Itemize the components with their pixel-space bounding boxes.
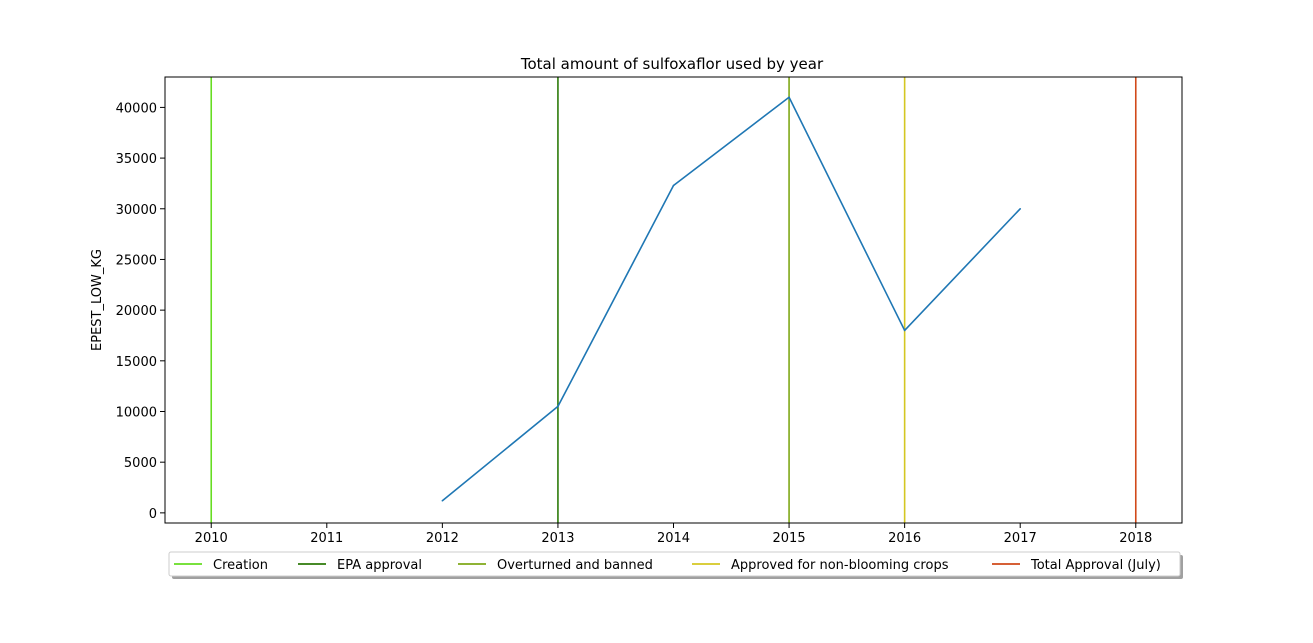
- y-tick-label-5: 25000: [116, 253, 157, 268]
- y-tick-label-0: 0: [149, 507, 157, 522]
- legend-label-0: Creation: [213, 558, 268, 573]
- data-point-0-5: [1019, 207, 1022, 210]
- legend-label-3: Approved for non-blooming crops: [731, 558, 949, 573]
- y-tick-label-6: 30000: [116, 203, 157, 218]
- x-tick-label-2: 2012: [426, 531, 459, 546]
- data-point-0-1: [557, 405, 559, 408]
- y-tick-label-4: 20000: [116, 304, 157, 319]
- legend-label-4: Total Approval (July): [1030, 558, 1161, 573]
- data-point-0-3: [788, 96, 790, 99]
- y-tick-label-2: 10000: [116, 406, 157, 421]
- y-axis-label: EPEST_LOW_KG: [90, 249, 105, 351]
- y-tick-label-7: 35000: [116, 152, 157, 167]
- legend: Creation EPA approval Overturned and banne…: [168, 551, 1183, 579]
- axes-frame: [164, 76, 1183, 524]
- y-tick-label-8: 40000: [116, 101, 157, 116]
- data-point-0-4: [903, 329, 906, 332]
- x-tick-label-6: 2016: [888, 531, 921, 546]
- y-tick-label-3: 15000: [116, 355, 157, 370]
- legend-label-2: Overturned and banned: [497, 558, 653, 573]
- x-tick-label-1: 2011: [310, 531, 343, 546]
- legend-label-1: EPA approval: [337, 558, 422, 573]
- x-tick-label-7: 2017: [1004, 531, 1037, 546]
- legend-box: [168, 551, 1181, 577]
- y-tick-label-1: 5000: [124, 456, 157, 471]
- data-point-0-2: [672, 184, 675, 187]
- x-tick-label-0: 2010: [195, 531, 228, 546]
- series-line-0: [441, 96, 1021, 502]
- plot-area: 2010 2011 2012 2013 2014 2015 2016 2017 2018 0 500…: [116, 76, 1183, 546]
- x-tick-label-5: 2015: [773, 531, 806, 546]
- chart-title: Total amount of sulfoxaflor used by year: [520, 55, 824, 73]
- x-tick-label-8: 2018: [1119, 531, 1152, 546]
- x-tick-label-4: 2014: [657, 531, 690, 546]
- data-point-0-0: [441, 499, 444, 502]
- x-tick-label-3: 2013: [541, 531, 574, 546]
